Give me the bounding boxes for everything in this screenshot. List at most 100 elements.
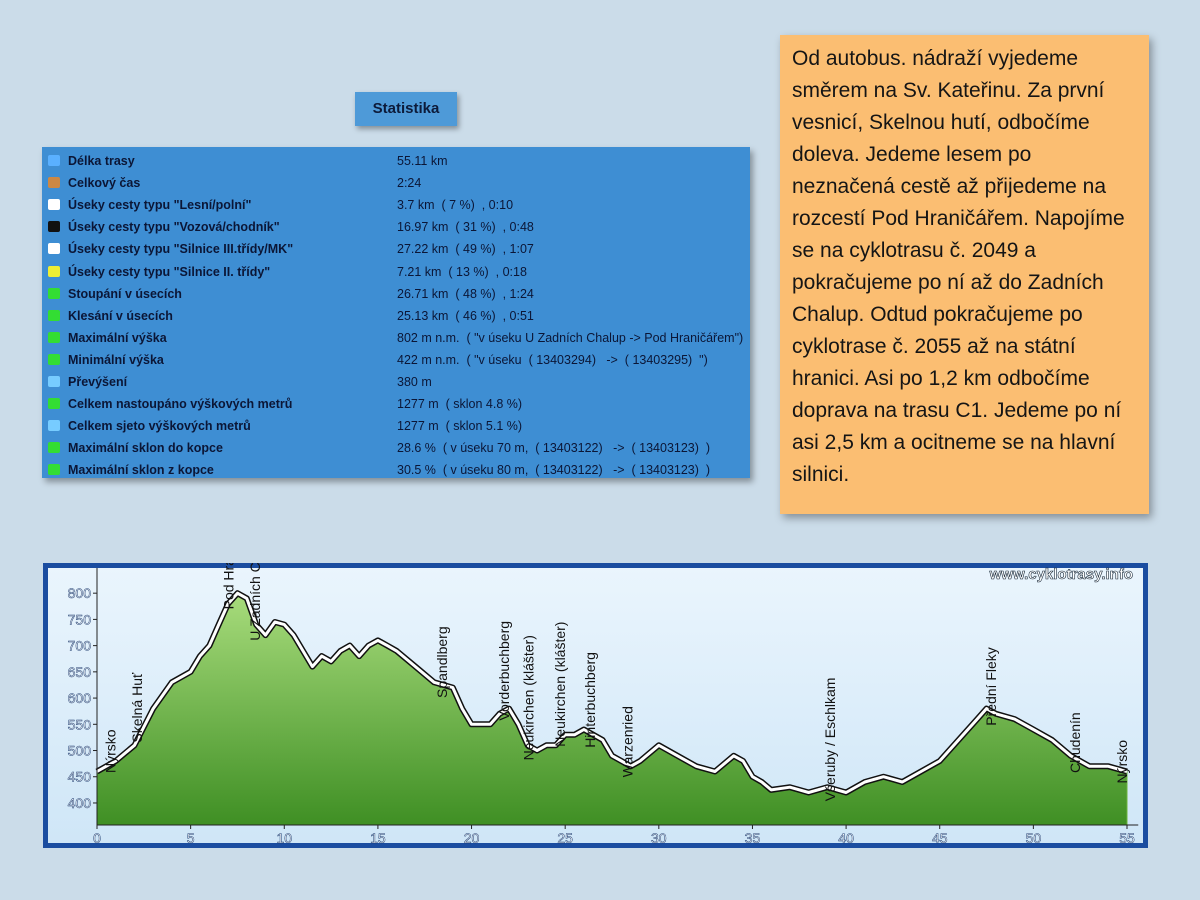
stat-value: 1277 m ( sklon 5.1 %)	[397, 419, 523, 434]
row-icon	[48, 309, 60, 321]
stat-value: 55.11 km	[397, 154, 448, 168]
row-icon	[48, 353, 60, 365]
place-label: Pod Hraničářem	[221, 563, 237, 609]
place-label: Warzenried	[620, 706, 636, 777]
x-tick-label: 5	[187, 830, 195, 846]
stats-row: Minimální výška 422 m n.m. ( "v úseku ( 1…	[42, 350, 750, 372]
y-tick-label: 450	[68, 769, 92, 785]
stats-row: Převýšení 380 m	[42, 372, 750, 394]
stats-row: Klesání v úsecích 25.13 km ( 46 %) , 0:51	[42, 306, 750, 328]
stat-value: 28.6 % ( v úseku 70 m, ( 13403122) -> ( …	[397, 441, 711, 456]
stat-label: Celkem sjeto výškových metrů	[68, 419, 251, 434]
place-label: Všeruby / Eschlkam	[822, 678, 838, 802]
x-tick-label: 35	[745, 830, 761, 846]
y-tick-label: 700	[68, 638, 92, 654]
place-label: Vorderbuchberg	[496, 621, 512, 721]
x-tick-label: 15	[370, 830, 386, 846]
stat-value: 27.22 km ( 49 %) , 1:07	[397, 242, 534, 257]
place-label: U Zadních Chalup	[247, 563, 263, 641]
x-tick-label: 0	[93, 830, 101, 846]
stat-value: 3.7 km ( 7 %) , 0:10	[397, 198, 514, 213]
row-icon	[48, 221, 60, 233]
stat-label: Úseky cesty typu "Lesní/polní"	[68, 198, 252, 213]
stat-label: Maximální sklon do kopce	[68, 441, 223, 456]
y-tick-label: 800	[68, 585, 92, 601]
y-tick-label: 550	[68, 716, 92, 732]
place-label: Spandlberg	[434, 626, 450, 698]
stats-row: Celkem sjeto výškových metrů 1277 m ( skl…	[42, 416, 750, 438]
stat-label: Klesání v úsecích	[68, 308, 173, 323]
stats-row: Úseky cesty typu "Lesní/polní" 3.7 km ( 7…	[42, 195, 750, 217]
row-icon	[48, 331, 60, 343]
place-label: Nýrsko	[103, 729, 119, 773]
x-tick-label: 10	[276, 830, 292, 846]
row-icon	[48, 376, 60, 387]
stat-value: 7.21 km ( 13 %) , 0:18	[397, 264, 527, 279]
row-icon	[48, 177, 60, 189]
row-icon	[48, 442, 60, 454]
stat-label: Úseky cesty typu "Vozová/chodník"	[68, 220, 280, 235]
x-tick-label: 25	[557, 830, 573, 846]
x-tick-label: 20	[464, 830, 480, 846]
stat-label: Celkem nastoupáno výškových metrů	[68, 397, 293, 412]
stats-row: Stoupání v úsecích 26.71 km ( 48 %) , 1:2…	[42, 284, 750, 306]
stats-row: Úseky cesty typu "Silnice II. třídy" 7.21…	[42, 262, 750, 284]
stat-label: Úseky cesty typu "Silnice III.třídy/MK"	[68, 242, 294, 257]
place-label: Skelná Huť	[129, 672, 145, 743]
stats-row: Celkem nastoupáno výškových metrů 1277 m …	[42, 394, 750, 416]
place-label: Nýrsko	[1114, 740, 1130, 784]
row-icon	[48, 199, 60, 211]
place-label: Hinterbuchberg	[582, 652, 598, 748]
stat-label: Celkový čas	[68, 176, 141, 191]
row-icon	[48, 464, 60, 476]
y-tick-label: 600	[68, 690, 92, 706]
stat-label: Úseky cesty typu "Silnice II. třídy"	[68, 264, 271, 279]
row-icon	[48, 398, 60, 410]
stat-label: Délka trasy	[68, 154, 135, 168]
row-icon	[48, 243, 60, 255]
stat-label: Minimální výška	[68, 352, 164, 367]
stat-value: 380 m	[397, 375, 432, 389]
stat-value: 25.13 km ( 46 %) , 0:51	[397, 308, 534, 323]
stat-value: 26.71 km ( 48 %) , 1:24	[397, 286, 534, 301]
x-tick-label: 50	[1026, 830, 1042, 846]
y-tick-label: 650	[68, 664, 92, 680]
stat-label: Stoupání v úsecích	[68, 286, 182, 301]
x-tick-label: 40	[838, 830, 854, 846]
x-tick-label: 45	[932, 830, 948, 846]
stats-row: Celkový čas 2:24	[42, 173, 750, 195]
stats-row: Maximální sklon do kopce 28.6 % ( v úseku…	[42, 438, 750, 460]
y-tick-label: 400	[68, 795, 92, 811]
place-label: Neukirchen (klášter)	[520, 635, 536, 760]
stats-row: Maximální výška 802 m n.m. ( "v úseku U Z…	[42, 328, 750, 350]
stat-value: 16.97 km ( 31 %) , 0:48	[397, 220, 534, 235]
place-label: Chudenín	[1067, 712, 1083, 773]
elevation-chart: www.cyklotrasy.info 40045050055060065070…	[43, 563, 1148, 848]
stats-panel: Délka trasy 55.11 km Celkový čas 2:24 Úseky …	[42, 147, 750, 478]
stats-row: Úseky cesty typu "Vozová/chodník" 16.97 k…	[42, 217, 750, 239]
y-tick-label: 500	[68, 743, 92, 759]
row-icon	[48, 420, 60, 432]
stats-row: Úseky cesty typu "Silnice III.třídy/MK" 2…	[42, 239, 750, 261]
stat-value: 802 m n.m. ( "v úseku U Zadních Chalup -…	[397, 330, 744, 345]
description: Od autobus. nádraží vyjedeme směrem na S…	[780, 35, 1149, 514]
stat-value: 1277 m ( sklon 4.8 %)	[397, 397, 523, 412]
stats-row: Délka trasy 55.11 km	[42, 151, 750, 173]
stat-value: 30.5 % ( v úseku 80 m, ( 13403122) -> ( …	[397, 463, 711, 478]
y-tick-label: 750	[68, 611, 92, 627]
place-label: Přední Fleky	[983, 647, 999, 726]
stats-row: Maximální sklon z kopce 30.5 % ( v úseku …	[42, 460, 750, 482]
row-icon	[48, 287, 60, 299]
stat-value: 422 m n.m. ( "v úseku ( 13403294) -> ( 1…	[397, 352, 708, 367]
elevation-line	[96, 591, 1128, 794]
x-tick-label: 55	[1119, 830, 1135, 846]
stat-value: 2:24	[397, 176, 422, 191]
watermark: www.cyklotrasy.info	[989, 566, 1133, 583]
stats-title: Statistika	[355, 92, 457, 126]
stat-label: Převýšení	[68, 375, 128, 389]
stat-label: Maximální výška	[68, 330, 167, 345]
place-label: Neukirchen (klášter)	[552, 622, 568, 747]
row-icon	[48, 155, 60, 166]
x-tick-label: 30	[651, 830, 667, 846]
